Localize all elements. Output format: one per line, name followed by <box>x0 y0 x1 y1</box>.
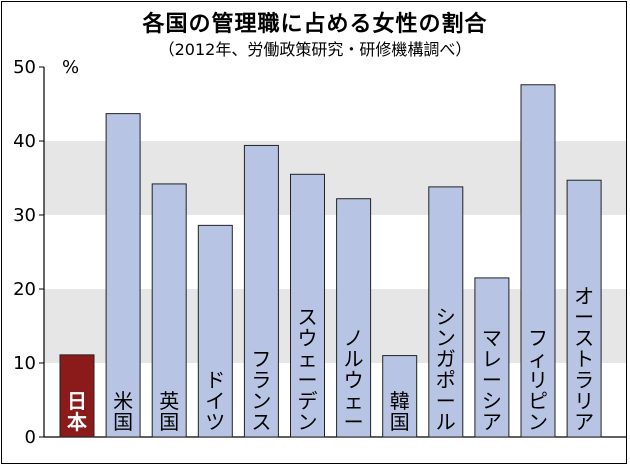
bar <box>290 173 325 438</box>
bar <box>428 186 464 438</box>
y-tick-label: 30 <box>13 205 36 226</box>
category-label: 米国 <box>113 389 133 434</box>
chart-title: 各国の管理職に占める女性の割合 <box>142 12 488 37</box>
category-label: ドイツ <box>205 368 225 434</box>
y-unit-label: % <box>62 57 79 78</box>
bar <box>243 144 279 438</box>
category-label: マレーシア <box>482 326 502 434</box>
category-label: 英国 <box>159 389 179 434</box>
category-label: スウェーデン <box>298 305 318 434</box>
y-tick-label: 20 <box>13 279 36 300</box>
y-tick-label: 40 <box>13 131 36 152</box>
category-label: 韓国 <box>390 389 410 434</box>
category-label: フィリピン <box>528 326 548 434</box>
y-tick-label: 0 <box>25 427 36 448</box>
category-label: オーストラリア <box>574 284 594 434</box>
category-label: シンガポール <box>436 305 456 434</box>
bar <box>474 277 510 438</box>
bar <box>151 183 187 438</box>
bar <box>105 113 141 438</box>
category-label: 日本 <box>67 389 87 434</box>
y-tick-label: 50 <box>13 57 36 78</box>
category-label: フランス <box>251 347 271 434</box>
bar <box>520 84 556 438</box>
bar <box>566 179 602 438</box>
chart-subtitle: （2012年、労働政策研究・研修機構調べ） <box>158 40 472 59</box>
bar <box>382 355 418 438</box>
bar <box>336 198 372 438</box>
category-label: ノルウェー <box>344 326 364 434</box>
bar <box>59 354 95 438</box>
y-tick-label: 10 <box>13 353 36 374</box>
bar <box>197 224 233 438</box>
